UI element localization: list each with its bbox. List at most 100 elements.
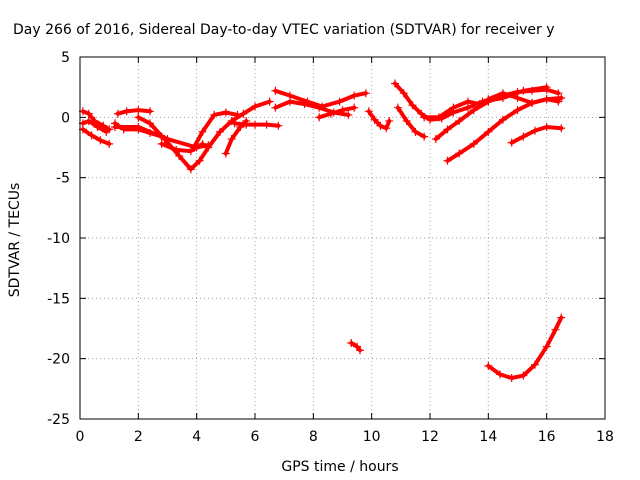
data-point (542, 85, 551, 94)
data-point (204, 143, 213, 152)
series-line (433, 87, 561, 142)
series-sat-c (78, 116, 111, 136)
data-point (195, 156, 204, 165)
data-point (382, 124, 391, 133)
data-point (393, 103, 402, 112)
data-point (356, 346, 364, 355)
data-point (160, 135, 169, 144)
series-sat-s (431, 85, 563, 144)
data-point (300, 100, 309, 109)
data-point (350, 91, 359, 100)
data-point (542, 122, 551, 131)
data-point (542, 95, 551, 104)
data-point (507, 138, 516, 147)
data-point (376, 121, 385, 130)
x-tick-label: 8 (309, 429, 318, 445)
data-point (528, 86, 537, 95)
series-line (486, 315, 564, 380)
chart-title: Day 266 of 2016, Sidereal Day-to-day VTE… (13, 22, 555, 38)
data-point (463, 97, 472, 106)
data-point (146, 107, 154, 116)
data-point (230, 119, 239, 128)
data-point (542, 342, 551, 351)
data-point (498, 89, 507, 98)
series-sat-l (271, 86, 370, 111)
x-tick-label: 10 (363, 429, 381, 445)
data-point (455, 149, 464, 158)
data-point (507, 373, 516, 382)
series-sat-a (78, 107, 114, 134)
data-point (443, 156, 452, 165)
data-point (242, 120, 251, 129)
series-sat-r (420, 97, 484, 122)
data-point (554, 89, 563, 98)
data-point (119, 125, 128, 134)
data-point (449, 103, 458, 112)
data-point (315, 103, 324, 112)
data-point (350, 103, 359, 112)
data-point (113, 109, 122, 118)
data-point (271, 103, 280, 112)
ticks: 0 2 4 6 8 10 12 14 16 18 5 0 -5 -10 -15 -20 -25 (47, 50, 614, 445)
data-point (496, 370, 504, 379)
data-point (105, 139, 114, 148)
data-point (216, 127, 224, 136)
data-point (484, 361, 493, 370)
data-point (391, 79, 399, 88)
data-point (370, 115, 379, 124)
data-point (134, 125, 143, 134)
data-point (315, 113, 324, 122)
data-point (87, 131, 96, 140)
data-point (513, 94, 522, 103)
x-tick-label: 16 (538, 429, 556, 445)
data-point (221, 149, 230, 158)
data-point (411, 127, 420, 136)
y-tick-label: 5 (61, 50, 70, 66)
data-point (175, 151, 184, 160)
data-point (361, 89, 370, 98)
y-tick-label: -5 (56, 171, 70, 187)
data-point (262, 120, 271, 129)
data-point (513, 106, 522, 115)
data-point (344, 110, 353, 119)
data-point (484, 95, 493, 104)
series-line (136, 99, 272, 172)
series-sat-q (393, 103, 429, 141)
data-point (172, 145, 181, 154)
x-tick-label: 12 (421, 429, 439, 445)
data-point (157, 139, 166, 148)
y-tick-label: -25 (47, 412, 70, 428)
data-point (408, 101, 417, 110)
series-line (317, 105, 357, 120)
x-tick-label: 6 (251, 429, 260, 445)
data-point (338, 106, 347, 115)
data-point (551, 325, 560, 334)
data-point (271, 86, 280, 95)
y-tick-label: -15 (47, 291, 70, 307)
data-point (210, 110, 219, 119)
data-point (531, 360, 539, 369)
data-point (469, 139, 478, 148)
data-point (557, 124, 566, 133)
data-point (531, 126, 539, 135)
data-point (519, 132, 528, 141)
series-sat-d (113, 106, 154, 118)
data-point (443, 125, 452, 134)
data-point (198, 127, 207, 136)
data-point (96, 136, 105, 145)
series-sat-x (484, 313, 566, 382)
data-point (364, 107, 373, 116)
series-sat-n (315, 103, 359, 122)
data-point (239, 109, 248, 118)
data-point (122, 107, 131, 116)
data-point (265, 97, 274, 106)
data-point (189, 143, 198, 152)
series-sat-v (507, 122, 566, 147)
data-point (102, 127, 111, 136)
data-point (402, 116, 411, 125)
data-point (186, 165, 195, 174)
series-line (115, 108, 152, 116)
data-point (399, 89, 408, 98)
data-point (434, 113, 443, 122)
